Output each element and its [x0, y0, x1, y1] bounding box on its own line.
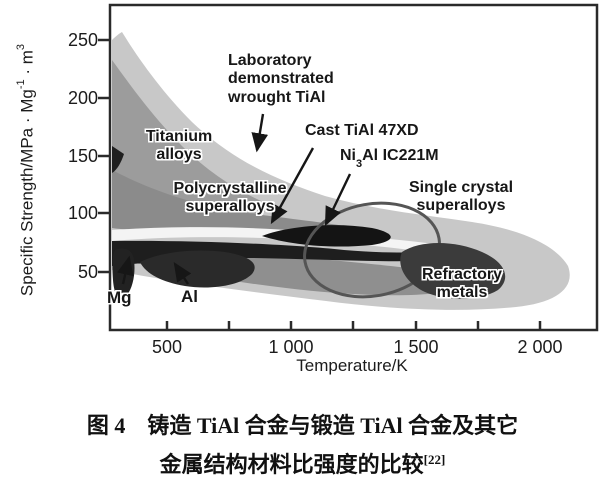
- annotation-arrows: [117, 113, 352, 285]
- label-cast-tial: Cast TiAl 47XD: [305, 122, 419, 139]
- y-tick-200: 200: [67, 88, 98, 108]
- y-tick-100: 100: [67, 203, 98, 223]
- caption-reference: [22]: [423, 452, 446, 467]
- x-tick-2000: 2 000: [517, 337, 563, 357]
- cast-arrow: [270, 147, 315, 225]
- y-tick-50: 50: [77, 262, 98, 282]
- mg-arrow: [117, 255, 134, 285]
- y-axis-title-mid: · m: [17, 50, 37, 80]
- caption-line1: 图 4 铸造 TiAl 合金与锻造 TiAl 合金及其它: [86, 413, 519, 438]
- label-ni3al-pre: Ni: [340, 147, 356, 164]
- y-tick-250: 250: [67, 30, 98, 50]
- caption-line2: 金属结构材料比强度的比较[22]: [0, 447, 605, 479]
- region-refractory-dark: [400, 243, 506, 299]
- ni3al-arrow: [324, 173, 352, 227]
- label-refractory: Refractory metals: [421, 266, 503, 302]
- y-axis-title: Specific Strength/MPa · Mg-1 · m3: [15, 0, 39, 340]
- region-titanium-alloys: [112, 60, 278, 226]
- caption-line2-text: 金属结构材料比强度的比较: [159, 452, 424, 477]
- region-ni3al-ellipse: [303, 201, 441, 299]
- y-axis-title-main: Specific Strength/MPa · Mg: [17, 89, 37, 297]
- x-tick-1000: 1 000: [268, 337, 314, 357]
- strength-temperature-chart: [98, 3, 599, 332]
- label-mg: Mg: [107, 288, 132, 307]
- y-axis-ticks: [98, 38, 110, 274]
- label-ni3al: Ni3Al IC221M: [340, 147, 500, 171]
- y-tick-150: 150: [67, 146, 98, 166]
- y-axis-title-sup2: 3: [15, 43, 27, 51]
- white-band: [112, 227, 462, 258]
- label-al: Al: [181, 287, 198, 306]
- label-polycrystalline: Polycrystalline superalloys: [173, 180, 287, 216]
- label-ni3al-post: Al IC221M: [362, 147, 439, 164]
- region-wrought-tial: [112, 32, 570, 310]
- label-single-crystal: Single crystal superalloys: [408, 179, 514, 215]
- label-ni3al-sub: 3: [356, 158, 363, 171]
- wrought-arrow: [251, 113, 269, 153]
- al-arrow: [173, 261, 192, 285]
- label-titanium-alloys: Titanium alloys: [145, 128, 213, 164]
- region-al: [140, 250, 255, 288]
- region-cast-tial-band: [112, 240, 451, 266]
- x-axis-ticks: [165, 321, 542, 330]
- x-tick-500: 500: [151, 337, 183, 357]
- x-tick-1500: 1 500: [393, 337, 439, 357]
- region-polycrystalline-superalloys: [112, 170, 356, 235]
- x-axis-title: Temperature/K: [296, 356, 408, 375]
- label-wrought-tial: Laboratory demonstrated wrought TiAl: [228, 52, 334, 106]
- left-edge-wedge: [112, 146, 124, 173]
- y-axis-title-sup1: -1: [15, 79, 27, 90]
- region-cast-tial-lens: [262, 225, 391, 247]
